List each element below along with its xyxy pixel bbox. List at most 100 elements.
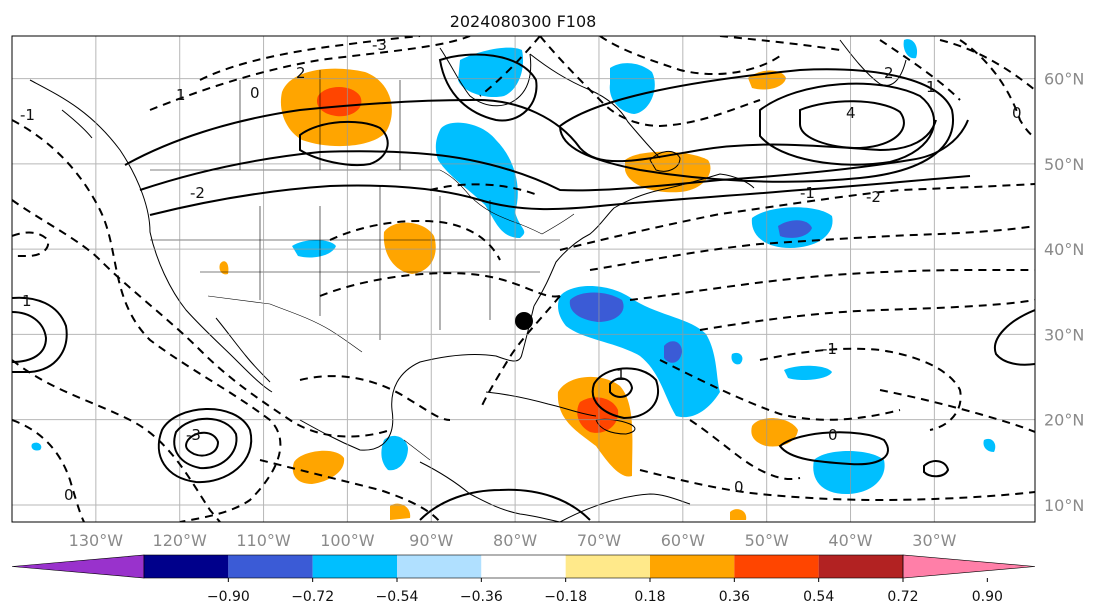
contour-dashed-4 <box>12 419 85 522</box>
longitude-tick-label: 130°W <box>69 531 124 550</box>
border-mexico-guatemala <box>403 439 431 461</box>
colorbar-segment <box>650 555 735 578</box>
contour-label: 0 <box>64 486 74 504</box>
contour-dashed-16 <box>329 219 501 261</box>
colorbar-extend-low <box>11 554 145 579</box>
coastline-cuba <box>485 391 597 417</box>
contour-dashed-18 <box>479 36 541 97</box>
anomaly-negative-tiny-east <box>784 365 832 380</box>
contour-dashed-26 <box>12 231 50 257</box>
contour-solid-small-east <box>923 460 950 478</box>
contour-dashed-20 <box>759 347 962 431</box>
contours-dashed <box>12 36 1035 522</box>
contour-label: 1 <box>926 78 936 96</box>
longitude-tick-label: 70°W <box>577 531 621 550</box>
contour-label: 2 <box>296 64 306 82</box>
contour-solid-labrador <box>438 53 538 122</box>
anomaly-negative-labrador <box>609 63 655 114</box>
colorbar-tick-label: −0.36 <box>460 589 503 605</box>
colorbar-extend-high <box>902 554 1036 579</box>
colorbar-tick-label: 0.90 <box>972 589 1003 605</box>
longitude-tick-label: 90°W <box>409 531 453 550</box>
colorbar-tick-label: −0.72 <box>291 589 334 605</box>
contour-solid-pacific-low-1 <box>173 417 238 470</box>
contour-label: -3 <box>372 36 387 54</box>
anomaly-strong-caribbean <box>577 397 619 433</box>
coastline-south-america <box>559 493 691 522</box>
contours-solid <box>12 53 1035 521</box>
contour-label: -3 <box>186 426 201 444</box>
contour-dashed-25 <box>299 375 451 421</box>
longitude-tick-label: 100°W <box>320 531 375 550</box>
contour-label: -2 <box>190 184 205 202</box>
colorbar-segment <box>818 555 903 578</box>
map-background <box>12 36 1035 522</box>
contour-label: 4 <box>846 104 856 122</box>
longitude-tick-label: 40°W <box>828 531 872 550</box>
contour-solid-atlantic-low-1 <box>799 100 905 150</box>
contour-solid-east-edge <box>993 309 1035 366</box>
colorbar-tick-label: 0.72 <box>887 589 918 605</box>
anomaly-negative-tiny-mid <box>731 352 743 365</box>
colorbar-segment <box>144 555 229 578</box>
anomaly-negative-tiny-west <box>31 442 42 451</box>
contour-dashed-11 <box>589 225 1035 271</box>
contour-dashed-3 <box>12 359 221 522</box>
contour-dashed-8 <box>599 36 781 76</box>
contour-dashed-13 <box>699 299 1035 331</box>
contour-dashed-23 <box>689 419 801 480</box>
latitude-tick-label: 50°N <box>1044 155 1084 174</box>
longitude-tick-label: 50°W <box>745 531 789 550</box>
anomaly-positive-tiny-south-east <box>730 509 747 520</box>
coastline-hudson-bay <box>439 47 532 107</box>
contour-label: -2 <box>866 188 881 206</box>
contour-dashed-9 <box>719 36 841 51</box>
contour-label: 2 <box>884 64 894 82</box>
colorbar-tick-label: −0.90 <box>207 589 250 605</box>
contour-dashed-17 <box>429 183 541 197</box>
colorbar-segment <box>228 555 313 578</box>
contour-solid-north-3 <box>149 175 971 216</box>
contour-solid-atlantic-low-2 <box>759 82 936 166</box>
contour-solid-south <box>419 488 591 521</box>
contour-labels: 2 1 0 -1 -2 -3 4 1 2 0 -1 -2 -3 1 0 0 -1… <box>20 36 1022 504</box>
contour-dashed-29 <box>879 39 961 101</box>
contour-label: 1 <box>176 86 186 104</box>
coastline-central-america <box>419 461 561 522</box>
anomaly-negative-hudson <box>458 47 524 98</box>
latitude-tick-label: 10°N <box>1044 496 1084 515</box>
contour-dashed-10 <box>559 183 1035 251</box>
colorbar-tick-label: −0.18 <box>544 589 587 605</box>
coastlines <box>29 39 907 522</box>
colorbar-tick-label: −0.54 <box>376 589 419 605</box>
anomaly-core-north-atlantic <box>778 220 812 238</box>
longitude-labels: 130°W 120°W 110°W 100°W 90°W 80°W 70°W 60°W 50°W… <box>69 531 957 550</box>
longitude-tick-label: 110°W <box>236 531 291 550</box>
contour-solid-subtropical <box>778 431 889 466</box>
political-borders <box>150 70 575 461</box>
map-title: 2024080300 F108 <box>450 12 597 31</box>
contour-dashed-6 <box>199 36 421 81</box>
contour-label: -1 <box>20 106 35 124</box>
colorbar-segment <box>397 555 482 578</box>
contour-solid-caribbean-low-1 <box>591 367 659 420</box>
colorbar-segment <box>481 555 566 578</box>
coastline-gulf-of-mexico <box>299 305 535 451</box>
coastline-baja <box>215 317 271 383</box>
contour-label: -1 <box>800 184 815 202</box>
contour-label: 0 <box>250 84 260 102</box>
contour-solid-pacific-low-3 <box>185 431 220 457</box>
contour-dashed-15 <box>319 272 561 298</box>
anomaly-core-atlantic-coast <box>569 292 624 322</box>
contour-dashed-19 <box>659 359 901 421</box>
longitude-tick-label: 120°W <box>153 531 208 550</box>
anomaly-positive-midwest <box>383 222 436 274</box>
colorbar-tick-label: 0.18 <box>634 589 665 605</box>
anomaly-positive-tiny-rockies <box>219 261 229 275</box>
longitude-tick-label: 80°W <box>493 531 537 550</box>
colorbar: −0.90 −0.72 −0.54 −0.36 −0.18 0.18 0.36 0.54 0.7… <box>11 554 1036 605</box>
colorbar-segment <box>565 555 650 578</box>
contour-solid-atlantic-low-3 <box>558 68 955 183</box>
border-canada-usa <box>150 169 575 235</box>
anomaly-positive-tiny-south <box>390 503 411 520</box>
